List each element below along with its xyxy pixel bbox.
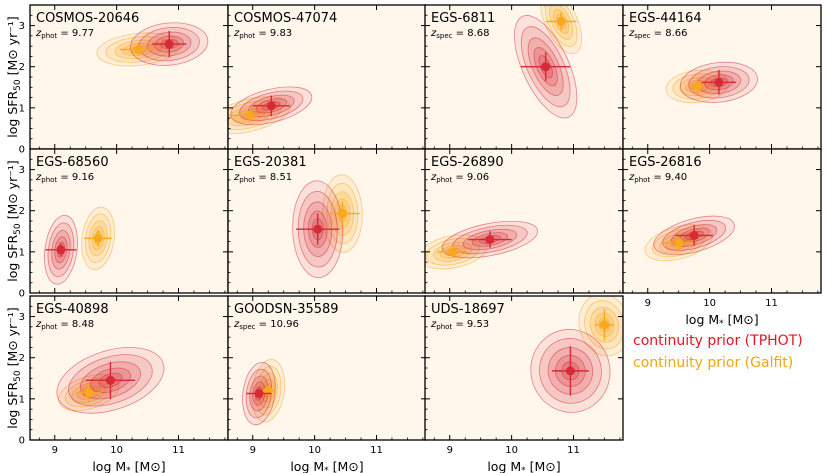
x-tick-label: 9 (447, 445, 453, 456)
galfit-point (599, 320, 609, 330)
galfit-point (84, 388, 94, 398)
panel-redshift: zphot = 8.51 (233, 172, 292, 184)
legend: continuity prior (TPHOT) continuity prio… (633, 333, 803, 371)
x-axis-label: log M* [M⊙] (290, 459, 363, 473)
panel-title: EGS-40898 (36, 302, 109, 317)
x-tick-label: 10 (703, 298, 716, 309)
panel-title: EGS-6811 (431, 11, 495, 26)
panel-redshift: zspec = 8.68 (430, 28, 490, 40)
y-tick-label: 1 (19, 247, 25, 258)
panel-redshift: zphot = 9.53 (430, 319, 489, 331)
panel-frame (424, 295, 624, 441)
panel-title: COSMOS-47074 (234, 11, 337, 26)
panel-background (30, 5, 228, 149)
galfit-point (337, 209, 347, 219)
legend-entry-tphot: continuity prior (TPHOT) (633, 333, 803, 349)
panel-title: COSMOS-20646 (36, 11, 139, 26)
galfit-point (133, 44, 143, 54)
panel-background (425, 5, 623, 149)
panel-goodsn-35589: GOODSN-35589 zspec = 10.96 9 10 11 (227, 295, 427, 456)
tphot-point (105, 375, 115, 385)
x-tick-label: 10 (308, 445, 321, 456)
panel-background (228, 149, 426, 293)
tphot-point (485, 235, 495, 245)
panel-redshift: zphot = 9.77 (35, 28, 94, 40)
panel-redshift: zphot = 9.40 (628, 172, 687, 184)
y-tick-label: 0 (19, 436, 25, 447)
panel-title: EGS-20381 (234, 155, 307, 170)
x-axis-label: log M* [M⊙] (92, 459, 165, 473)
panel-frame (622, 148, 822, 294)
panel-redshift: zphot = 9.16 (35, 172, 94, 184)
panel-background (623, 5, 821, 149)
tphot-point (254, 389, 264, 399)
galfit-point (556, 16, 566, 26)
y-tick-label: 1 (19, 394, 25, 405)
y-tick-label: 1 (19, 103, 25, 114)
panel-uds-18697: UDS-18697 zphot = 9.53 9 10 11 (424, 295, 624, 456)
x-tick-label: 9 (52, 445, 58, 456)
y-tick-label: 0 (19, 289, 25, 300)
tphot-point (689, 230, 699, 240)
panel-egs-68560: EGS-68560 zphot = 9.16 0 1 2 3 (19, 148, 229, 300)
y-tick-label: 3 (19, 21, 25, 32)
panel-background (30, 149, 228, 293)
galfit-point (692, 81, 702, 91)
tphot-point (266, 101, 276, 111)
y-tick-label: 3 (19, 312, 25, 323)
tphot-point (565, 366, 575, 376)
tphot-point (56, 245, 66, 255)
x-tick-label: 9 (645, 298, 651, 309)
y-axis-label: log SFR50 [M⊙ yr⁻¹] (5, 160, 23, 281)
galfit-point (93, 233, 103, 243)
panel-cosmos-47074: COSMOS-47074 zphot = 9.83 (227, 4, 427, 150)
panel-redshift: zspec = 10.96 (233, 319, 299, 331)
panel-title: GOODSN-35589 (234, 302, 339, 317)
y-axis-label: log SFR50 [M⊙ yr⁻¹] (5, 307, 23, 428)
tphot-point (714, 77, 724, 87)
panel-title: EGS-68560 (36, 155, 109, 170)
panel-background (623, 149, 821, 293)
x-axis-label: log M* [M⊙] (487, 459, 560, 473)
panel-title: EGS-26816 (629, 155, 702, 170)
panel-title: UDS-18697 (431, 302, 505, 317)
panel-egs-26890: EGS-26890 zphot = 9.06 (424, 148, 624, 294)
y-tick-label: 2 (19, 206, 25, 217)
panel-background (425, 149, 623, 293)
panel-egs-44164: EGS-44164 zspec = 8.66 (622, 4, 822, 150)
tphot-point (313, 224, 323, 234)
y-tick-label: 2 (19, 62, 25, 73)
y-tick-label: 3 (19, 165, 25, 176)
y-axis-label: log SFR50 [M⊙ yr⁻¹] (5, 16, 23, 137)
x-tick-label: 10 (110, 445, 123, 456)
panel-cosmos-20646: COSMOS-20646 zphot = 9.77 0 1 2 3 (19, 4, 229, 156)
x-axis-label: log M* [M⊙] (685, 312, 758, 329)
panel-egs-20381: EGS-20381 zphot = 8.51 (227, 148, 427, 294)
galfit-point (245, 110, 255, 120)
panel-redshift: zphot = 9.83 (233, 28, 292, 40)
galfit-point (674, 238, 684, 248)
x-tick-label: 9 (250, 445, 256, 456)
x-tick-label: 11 (567, 445, 580, 456)
panel-egs-26816: EGS-26816 zphot = 9.40 9 10 11 (622, 148, 822, 309)
galfit-point (448, 247, 458, 257)
tphot-point (164, 39, 174, 49)
legend-entry-galfit: continuity prior (Galfit) (633, 355, 793, 371)
panel-redshift: zspec = 8.66 (628, 28, 688, 40)
x-tick-label: 10 (505, 445, 518, 456)
y-tick-label: 2 (19, 353, 25, 364)
x-tick-label: 11 (370, 445, 383, 456)
panel-title: EGS-26890 (431, 155, 504, 170)
x-tick-label: 11 (765, 298, 778, 309)
panel-redshift: zphot = 9.06 (430, 172, 489, 184)
x-tick-label: 11 (172, 445, 185, 456)
tphot-point (541, 62, 551, 72)
y-tick-label: 0 (19, 145, 25, 156)
panel-title: EGS-44164 (629, 11, 702, 26)
panel-egs-40898: EGS-40898 zphot = 8.48 0 1 2 3 9 10 11 (19, 295, 229, 456)
panel-egs-6811: EGS-6811 zspec = 8.68 (424, 4, 624, 150)
panel-background (30, 296, 228, 440)
panel-redshift: zphot = 8.48 (35, 319, 94, 331)
